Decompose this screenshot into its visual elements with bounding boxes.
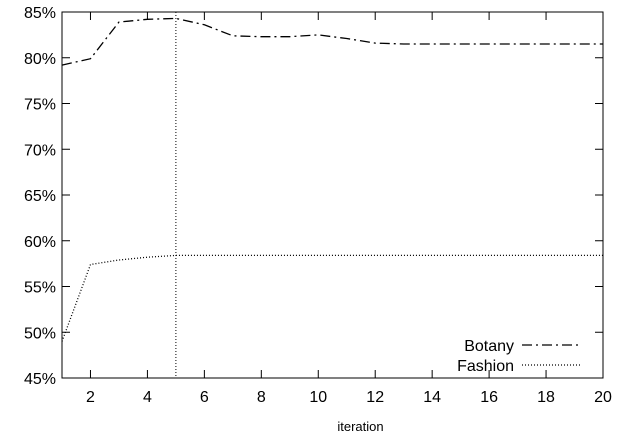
x-axis-label: iteration (337, 419, 383, 434)
x-tick-label: 8 (257, 389, 266, 406)
y-tick-label: 85% (24, 5, 56, 22)
plot-frame (62, 12, 603, 378)
x-tick-label: 16 (480, 389, 498, 406)
y-tick-label: 65% (24, 188, 56, 205)
legend-label: Botany (464, 338, 514, 355)
legend-label: Fashion (457, 358, 514, 375)
x-tick-label: 20 (594, 389, 612, 406)
y-tick-label: 80% (24, 51, 56, 68)
y-tick-label: 55% (24, 280, 56, 297)
y-tick-label: 45% (24, 371, 56, 388)
x-tick-label: 12 (366, 389, 384, 406)
x-tick-label: 6 (200, 389, 209, 406)
x-tick-label: 14 (423, 389, 441, 406)
x-tick-label: 10 (309, 389, 327, 406)
series-line-fashion (62, 255, 603, 341)
series-line-botany (62, 18, 603, 65)
y-tick-label: 50% (24, 325, 56, 342)
y-tick-label: 75% (24, 97, 56, 114)
y-tick-label: 70% (24, 142, 56, 159)
x-tick-label: 2 (86, 389, 95, 406)
x-tick-label: 18 (537, 389, 555, 406)
x-tick-label: 4 (143, 389, 152, 406)
y-tick-label: 60% (24, 234, 56, 251)
